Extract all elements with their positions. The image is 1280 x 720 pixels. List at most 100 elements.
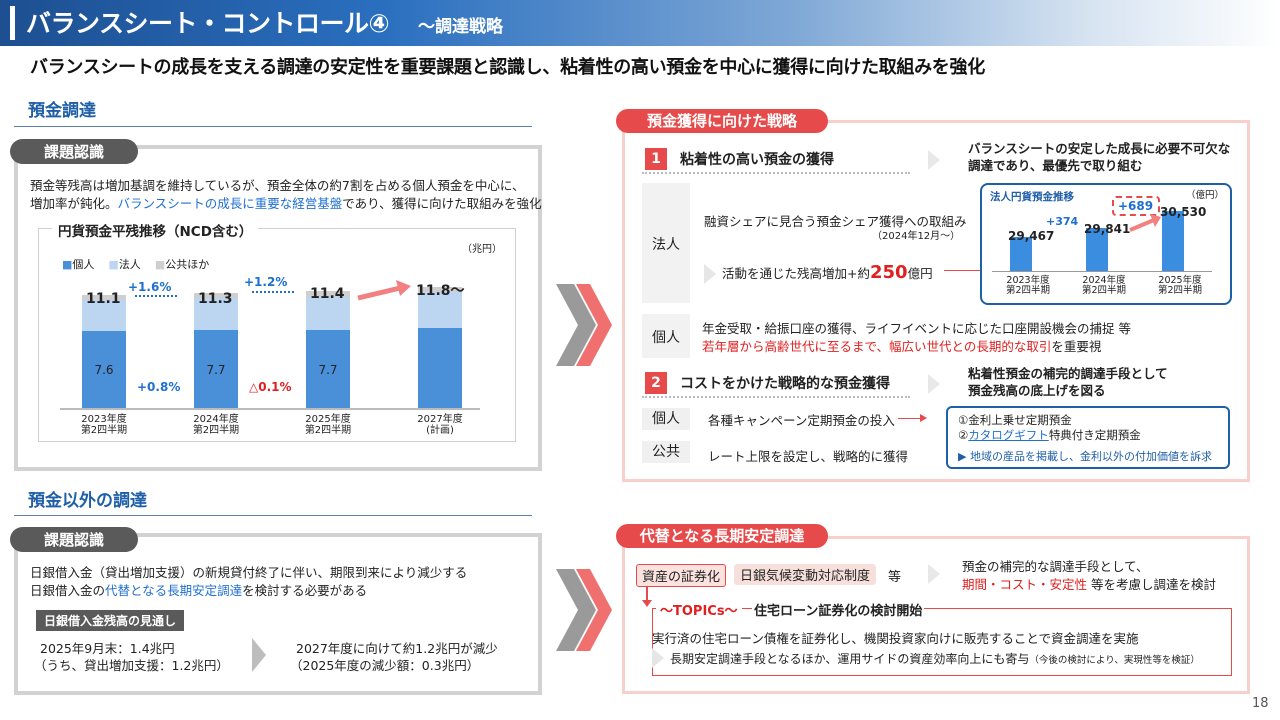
total-label: 11.4 bbox=[310, 286, 345, 302]
bar-segment-個人 bbox=[418, 327, 462, 410]
badge: 日銀気候変動対応制度 bbox=[734, 564, 877, 585]
alt-tag: 代替となる長期安定調達 bbox=[616, 524, 828, 548]
topics-box bbox=[652, 608, 1232, 676]
hojin-increase: 活動を通じた残高増加+約250億円 bbox=[722, 262, 933, 283]
row-label: 公共 bbox=[642, 441, 690, 463]
total-label: 11.3 bbox=[198, 291, 233, 307]
alt-note-2: 期間・コスト・安定性 等を考慮し調達を検討 bbox=[962, 577, 1216, 592]
section-heading-nondeposit: 預金以外の調達 bbox=[28, 491, 147, 511]
row-label: 個人 bbox=[642, 408, 690, 430]
total-label: 11.1 bbox=[86, 291, 121, 307]
stacked-bar: 7.6 bbox=[82, 294, 126, 410]
growth-label: +1.2% bbox=[244, 275, 288, 289]
connector-line bbox=[646, 586, 648, 604]
chart-unit: （兆円） bbox=[462, 244, 502, 255]
kojin-growth: +0.8% bbox=[137, 380, 181, 394]
connector-line bbox=[898, 418, 922, 419]
badge: 資産の証券化 bbox=[636, 564, 727, 587]
arrow-icon bbox=[928, 374, 940, 394]
mini-value: 30,530 bbox=[1160, 205, 1207, 219]
arrow-icon bbox=[652, 648, 664, 668]
issue-text-1: 日銀借入金（貸出増加支援）の新規貸付終了に伴い、期限到来により減少する bbox=[30, 565, 468, 580]
mini-bar bbox=[1162, 211, 1184, 272]
mini-chart-title: 法人円貨預金推移 bbox=[990, 191, 1074, 203]
kojin-label: 個人 bbox=[652, 330, 680, 346]
topics-text-2: 長期安定調達手段となるほか、運用サイドの資産効率向上にも寄与（今後の検討により、… bbox=[670, 652, 1200, 666]
bar-segment-個人 bbox=[194, 329, 238, 410]
outlook-2: （うち、貸出増加支援：1.2兆円） bbox=[34, 658, 229, 673]
bar-segment-個人 bbox=[82, 330, 126, 410]
growth-arrow bbox=[252, 291, 294, 293]
divider bbox=[642, 396, 910, 398]
legend-hojin: ■法人 bbox=[108, 258, 141, 271]
strategy-tag: 預金獲得に向けた戦略 bbox=[616, 109, 828, 133]
campaign-2: ②カタログギフト特典付き定期預金 bbox=[958, 428, 1141, 442]
stacked-bar bbox=[418, 287, 462, 410]
issue-text-1: 預金等残高は増加基調を維持しているが、預金全体の約7割を占める個人預金を中心に、 bbox=[30, 178, 525, 193]
bar-segment-個人 bbox=[306, 329, 350, 410]
page-number: 18 bbox=[1252, 696, 1269, 711]
bar-segment-公共ほか bbox=[306, 291, 350, 297]
header-accent bbox=[10, 6, 15, 40]
arrow-icon bbox=[928, 150, 940, 170]
mini-delta: +689 bbox=[1118, 199, 1154, 213]
header-bar bbox=[0, 0, 1280, 46]
mini-bar bbox=[1086, 227, 1108, 272]
kojin-value-label: 7.6 bbox=[94, 363, 114, 378]
issue-text-2: 増加率が鈍化。バランスシートの成長に重要な経営基盤であり、獲得に向けた取組みを強… bbox=[30, 196, 542, 211]
deposit-chart-frame bbox=[38, 228, 516, 442]
kojin-label-bg bbox=[642, 314, 690, 358]
bar-segment-公共ほか bbox=[418, 287, 462, 293]
total-label: 11.8～ bbox=[416, 283, 465, 299]
legend-kokyo: ■公共ほか bbox=[154, 258, 210, 271]
bar-area: 7.6 7.7 7.7 bbox=[60, 280, 500, 410]
arrow-head-icon bbox=[642, 600, 652, 607]
mini-baseline bbox=[992, 271, 1212, 272]
x-label: 2027年度 (計画) bbox=[417, 414, 463, 436]
chart-legend: ■個人 ■法人 ■公共ほか bbox=[62, 256, 209, 272]
mini-bar bbox=[1010, 236, 1032, 272]
mini-delta: +374 bbox=[1046, 215, 1079, 228]
issue-tag: 課題認識 bbox=[10, 139, 138, 164]
chart-baseline bbox=[60, 408, 480, 410]
connector-line bbox=[944, 270, 980, 271]
stacked-bar: 7.7 bbox=[194, 292, 238, 410]
bar-segment-公共ほか bbox=[82, 294, 126, 300]
x-label: 2023年度 第2四半期 bbox=[80, 414, 128, 436]
hojin-label: 法人 bbox=[652, 237, 680, 253]
campaign-3: ▶ 地域の産品を掲載し、金利以外の付加価値を訴求 bbox=[958, 450, 1212, 463]
bar-segment-公共ほか bbox=[194, 292, 238, 298]
x-label: 2025年度 第2四半期 bbox=[304, 414, 352, 436]
arrow-icon bbox=[928, 564, 940, 584]
chart-title: 円貨預金平残推移（NCD含む） bbox=[52, 220, 259, 240]
growth-arrow bbox=[135, 295, 177, 297]
page-title: バランスシート・コントロール④ bbox=[26, 9, 390, 38]
item2-title: コストをかけた戦略的な預金獲得 bbox=[680, 376, 890, 392]
bar-segment-法人 bbox=[194, 297, 238, 330]
mini-bar-area bbox=[992, 200, 1212, 272]
item1-note: バランスシートの安定した成長に必要不可欠な 調達であり、最優先で取り組む bbox=[968, 141, 1231, 173]
arrow-icon bbox=[704, 264, 716, 284]
play-icon: ▶ bbox=[958, 450, 970, 463]
chevron-right-icon bbox=[252, 638, 266, 672]
bar-segment-法人 bbox=[306, 296, 350, 330]
item-number: 1 bbox=[645, 148, 667, 170]
topics-tag: ～TOPICs～ bbox=[656, 600, 742, 619]
item1-title: 粘着性の高い預金の獲得 bbox=[680, 152, 834, 168]
growth-arrow-red bbox=[1129, 214, 1161, 232]
row-text: 各種キャンペーン定期預金の投入 bbox=[708, 413, 895, 428]
page-subtitle: ～調達戦略 bbox=[418, 17, 503, 37]
mini-x-label: 2024年度 第2四半期 bbox=[1081, 275, 1127, 297]
campaign-box bbox=[946, 406, 1230, 469]
row-text: レート上限を設定し、戦略的に獲得 bbox=[708, 449, 909, 464]
hojin-label-bg bbox=[642, 183, 690, 303]
kojin-value-label: 7.7 bbox=[318, 362, 338, 377]
chevron-right-icon bbox=[556, 569, 612, 651]
item-number: 2 bbox=[645, 372, 667, 394]
hojin-date: （2024年12月～） bbox=[872, 231, 961, 242]
mini-x-label: 2025年度 第2四半期 bbox=[1157, 275, 1203, 297]
topics-text-1: 実行済の住宅ローン債権を証券化し、機関投資家向けに販売することで資金調達を実施 bbox=[652, 631, 1139, 646]
topics-title: 住宅ローン証券化の検討開始 bbox=[752, 600, 925, 619]
etc: 等 bbox=[888, 570, 902, 585]
kojin-text-2: 若年層から高齢世代に至るまで、幅広い世代との長期的な取引を重要視 bbox=[702, 339, 1102, 354]
